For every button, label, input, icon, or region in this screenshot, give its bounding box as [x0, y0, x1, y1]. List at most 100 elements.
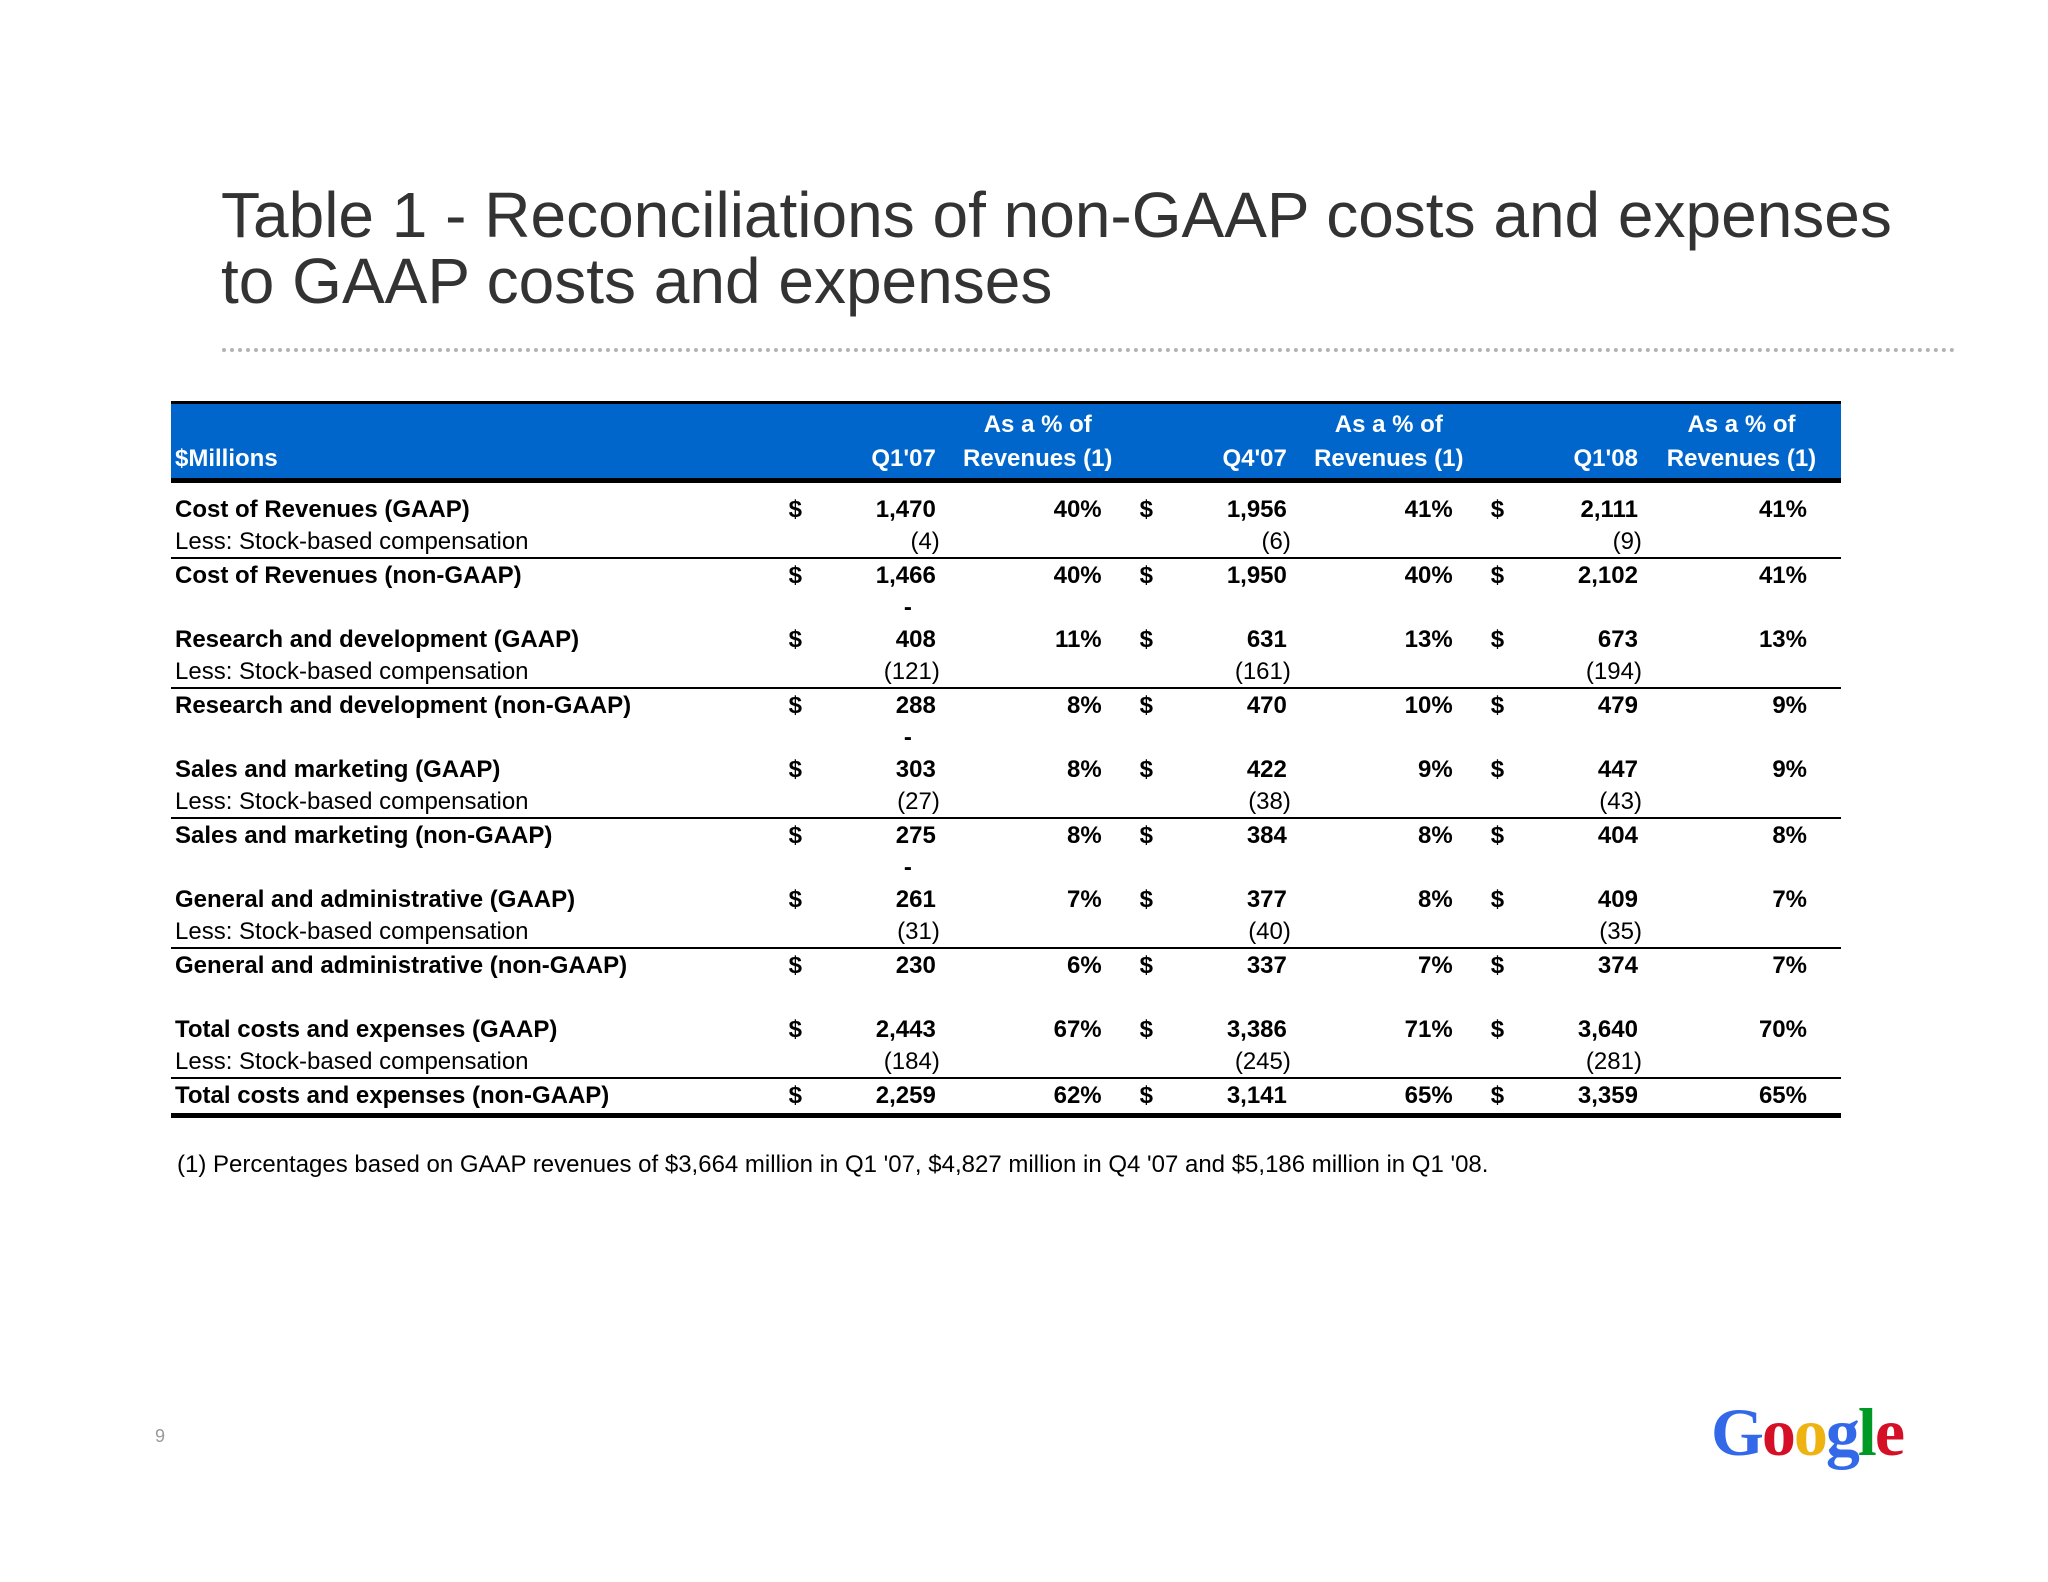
empty-cell — [1528, 981, 1642, 1013]
table-row-gaap: Sales and marketing (GAAP) $303 8% $422 9% $4… — [171, 753, 1841, 785]
table-header-row: $Millions Q1'07 As a % of Revenues (1) Q… — [171, 401, 1841, 483]
slide-title: Table 1 - Reconciliations of non-GAAP co… — [221, 182, 1981, 314]
empty-cell — [1486, 785, 1529, 819]
header-pct-line2: Revenues (1) — [963, 445, 1113, 472]
page-number: 9 — [155, 1426, 166, 1446]
empty-cell — [939, 1045, 1136, 1079]
percent-cell: 8% — [1066, 756, 1102, 783]
row-label: Sales and marketing (GAAP) — [175, 756, 501, 783]
dollar-sign: $ — [1139, 822, 1154, 849]
row-label: Less: Stock-based compensation — [171, 785, 785, 819]
dollar-sign: $ — [1139, 1016, 1154, 1043]
empty-cell — [171, 851, 785, 883]
value-cell: (6) — [1177, 525, 1291, 559]
empty-cell — [1135, 525, 1178, 559]
table-spacer-row: - — [171, 851, 1841, 883]
value-cell: (281) — [1528, 1045, 1642, 1079]
empty-cell — [1177, 981, 1291, 1013]
dollar-sign: $ — [1490, 496, 1505, 523]
empty-cell — [1642, 981, 1841, 1013]
dollar-sign: $ — [1490, 822, 1505, 849]
empty-cell — [784, 525, 827, 559]
value-cell: (194) — [1528, 655, 1642, 689]
table-row-non-gaap: Research and development (non-GAAP) $288 8… — [171, 688, 1841, 721]
percent-cell: 7% — [1066, 886, 1102, 913]
dollar-sign: $ — [1135, 1078, 1178, 1118]
row-label: Sales and marketing (non-GAAP) — [175, 822, 553, 849]
table-row-gaap: Research and development (GAAP) $408 11% $6… — [171, 623, 1841, 655]
value-cell: 422 — [1246, 756, 1287, 783]
empty-cell — [940, 721, 1136, 753]
spacer-dash: - — [903, 854, 912, 881]
empty-cell — [1642, 851, 1841, 883]
table-row-non-gaap: Sales and marketing (non-GAAP) $275 8% $384… — [171, 818, 1841, 851]
value-cell: (121) — [826, 655, 940, 689]
reconciliation-table: $Millions Q1'07 As a % of Revenues (1) Q… — [171, 401, 1841, 1118]
empty-cell — [1136, 721, 1178, 753]
google-logo-letter: l — [1857, 1394, 1877, 1470]
table-row-stock-comp: Less: Stock-based compensation (184) (245)… — [171, 1045, 1841, 1079]
table-row-gaap: Cost of Revenues (GAAP) $1,470 40% $1,956 41… — [171, 481, 1841, 526]
empty-cell — [1641, 1045, 1841, 1079]
dollar-sign: $ — [1486, 1078, 1529, 1118]
empty-cell — [1290, 1045, 1487, 1079]
percent-cell: 9% — [1772, 692, 1807, 719]
value-cell: 230 — [895, 952, 936, 979]
percent-cell: 67% — [1053, 1016, 1102, 1043]
header-pct-revenues-2: As a % of Revenues (1) — [1290, 401, 1487, 483]
google-logo: Google — [1711, 1393, 1911, 1473]
empty-cell — [1290, 525, 1487, 559]
dollar-sign: $ — [1490, 756, 1505, 783]
header-pct-line1: As a % of — [1687, 411, 1796, 438]
table-spacer-row: - — [171, 591, 1841, 623]
empty-cell — [1177, 591, 1291, 623]
percent-cell: 41% — [1404, 496, 1453, 523]
value-cell: 408 — [895, 626, 936, 653]
empty-cell — [1486, 655, 1529, 689]
empty-cell — [1136, 981, 1178, 1013]
empty-cell — [1291, 591, 1487, 623]
percent-cell: 70% — [1758, 1016, 1807, 1043]
row-label: Total costs and expenses (non-GAAP) — [171, 1078, 785, 1118]
dollar-sign: $ — [788, 692, 802, 719]
footnote: (1) Percentages based on GAAP revenues o… — [177, 1151, 1489, 1178]
dollar-sign: $ — [1139, 562, 1154, 589]
dollar-sign: $ — [1139, 886, 1154, 913]
table-row-non-gaap: Cost of Revenues (non-GAAP) $1,466 40% $1,9… — [171, 558, 1841, 591]
google-logo-letter: e — [1874, 1394, 1905, 1470]
row-label: Cost of Revenues (non-GAAP) — [175, 562, 522, 589]
empty-cell — [171, 721, 785, 753]
table-row-stock-comp: Less: Stock-based compensation (121) (161)… — [171, 655, 1841, 689]
value-cell: (9) — [1528, 525, 1642, 559]
value-cell: 3,359 — [1528, 1078, 1642, 1118]
header-pct-line2: Revenues (1) — [1666, 445, 1817, 472]
percent-cell: 8% — [1418, 886, 1453, 913]
header-q1-08: Q1'08 — [1486, 401, 1642, 483]
percent-cell: 9% — [1772, 756, 1807, 783]
header-pct-revenues-1: As a % of Revenues (1) — [939, 401, 1136, 483]
value-cell: 3,640 — [1577, 1016, 1638, 1043]
reconciliation-table-container: $Millions Q1'07 As a % of Revenues (1) Q… — [171, 401, 1841, 1118]
percent-cell: 9% — [1418, 756, 1453, 783]
empty-cell — [784, 915, 827, 949]
value-cell: 3,386 — [1226, 1016, 1287, 1043]
empty-cell — [1641, 915, 1841, 949]
empty-cell — [939, 915, 1136, 949]
percent-cell: 10% — [1404, 692, 1453, 719]
value-cell: 673 — [1597, 626, 1638, 653]
title-dotted-divider — [222, 348, 1956, 352]
row-label: Cost of Revenues (GAAP) — [175, 496, 470, 523]
empty-cell — [1487, 591, 1529, 623]
empty-cell — [940, 591, 1136, 623]
empty-cell — [1641, 655, 1841, 689]
value-cell: 2,111 — [1580, 496, 1638, 523]
empty-cell — [784, 1045, 827, 1079]
percent-cell: 8% — [1772, 822, 1807, 849]
value-cell: 288 — [895, 692, 936, 719]
value-cell: (4) — [826, 525, 940, 559]
value-cell: 470 — [1246, 692, 1287, 719]
dollar-sign: $ — [1139, 952, 1154, 979]
dollar-sign: $ — [1490, 1016, 1505, 1043]
percent-cell: 8% — [1066, 692, 1102, 719]
empty-cell — [1642, 721, 1841, 753]
